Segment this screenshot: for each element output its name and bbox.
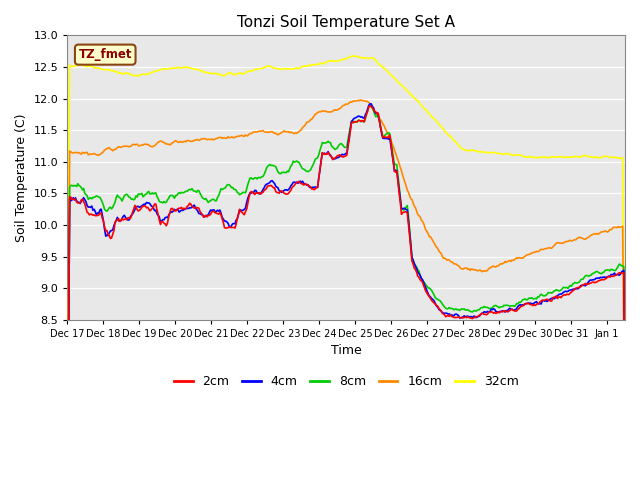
Title: Tonzi Soil Temperature Set A: Tonzi Soil Temperature Set A [237, 15, 455, 30]
Y-axis label: Soil Temperature (C): Soil Temperature (C) [15, 113, 28, 242]
Text: TZ_fmet: TZ_fmet [79, 48, 132, 61]
Legend: 2cm, 4cm, 8cm, 16cm, 32cm: 2cm, 4cm, 8cm, 16cm, 32cm [169, 370, 524, 393]
X-axis label: Time: Time [331, 344, 362, 357]
